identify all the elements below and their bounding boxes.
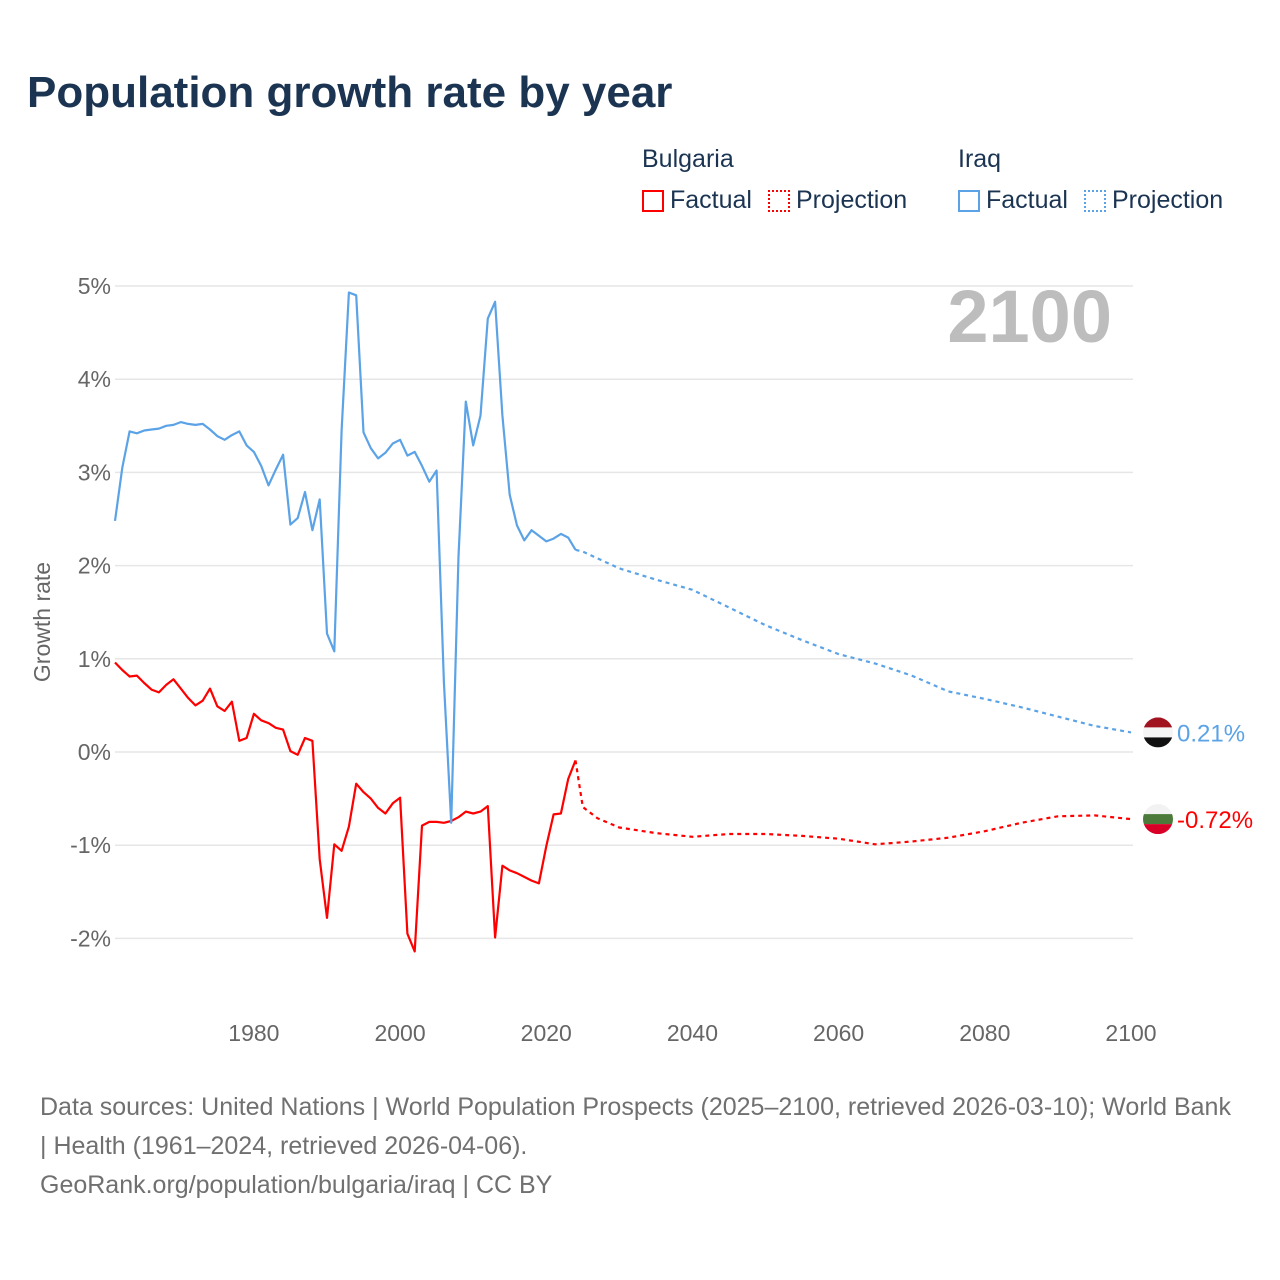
- iraq-factual-line: [113, 291, 577, 824]
- legend-swatch: [642, 189, 664, 212]
- credit-link[interactable]: GeoRank.org/population/bulgaria/iraq | C…: [40, 1171, 553, 1199]
- year-label: 2100: [947, 275, 1112, 358]
- x-tick-label: 2060: [813, 1020, 864, 1046]
- data-sources: Data sources: United Nations | World Pop…: [40, 1093, 1231, 1160]
- y-tick-label: -2%: [70, 925, 111, 951]
- legend-group-name: Bulgaria: [642, 145, 734, 173]
- y-tick-label: 5%: [78, 273, 111, 299]
- legend-group-name: Iraq: [958, 145, 1002, 173]
- flag-stripe: [1143, 814, 1173, 825]
- legend-swatch: [958, 189, 980, 212]
- x-tick-label: 2080: [959, 1020, 1010, 1046]
- flag-stripe: [1143, 824, 1173, 835]
- x-tick-label: 2100: [1105, 1020, 1156, 1046]
- x-tick-label: 1980: [228, 1020, 279, 1046]
- legend-bulgaria: Bulgaria Factual Projection: [642, 145, 907, 215]
- iraq-projection-line: [575, 548, 1132, 734]
- legend-item-iraq-projection[interactable]: Projection: [1083, 186, 1224, 215]
- bulgaria-flag-icon: [1143, 804, 1173, 835]
- chart-plot: -2% -1% 0% 1% 2% 3% 4% 5% 1980 2000 2020 2040 2060 20…: [29, 273, 1253, 1046]
- y-tick-label: 1%: [78, 646, 111, 672]
- y-tick-label: 4%: [78, 366, 111, 392]
- legend-label: Factual: [670, 186, 752, 214]
- legend-item-bulgaria-factual[interactable]: Factual: [642, 186, 752, 215]
- chart-title: Population growth rate by year: [27, 68, 673, 117]
- legend-label: Factual: [986, 186, 1068, 214]
- legend-item-iraq-factual[interactable]: Factual: [958, 186, 1068, 215]
- x-tick-label: 2000: [374, 1020, 425, 1046]
- flag-stripe: [1143, 804, 1173, 815]
- x-tick-label: 2020: [521, 1020, 572, 1046]
- bulgaria-end-value-label: -0.72%: [1177, 807, 1253, 834]
- legend-iraq: Iraq Factual Projection: [958, 145, 1223, 215]
- legend-swatch: [1083, 189, 1106, 212]
- bulgaria-projection-line: [574, 760, 1132, 846]
- legend-label: Projection: [795, 186, 908, 214]
- y-tick-label: 2%: [78, 553, 111, 579]
- footer: Data sources: United Nations | World Pop…: [40, 1088, 1240, 1205]
- y-tick-label: 3%: [78, 459, 111, 485]
- flag-stripe: [1143, 717, 1173, 728]
- bulgaria-factual-line: [114, 661, 577, 953]
- flag-stripe: [1143, 737, 1173, 748]
- y-tick-label: 0%: [78, 739, 111, 765]
- legend-swatch: [767, 189, 790, 212]
- iraq-flag-icon: [1143, 717, 1173, 748]
- x-tick-label: 2040: [667, 1020, 718, 1046]
- legend-label: Projection: [1111, 186, 1224, 214]
- flag-stripe: [1143, 727, 1173, 738]
- y-axis-label: Growth rate: [29, 562, 55, 682]
- iraq-end-value-label: 0.21%: [1177, 720, 1245, 747]
- legend-item-bulgaria-projection[interactable]: Projection: [767, 186, 908, 215]
- y-tick-label: -1%: [70, 832, 111, 858]
